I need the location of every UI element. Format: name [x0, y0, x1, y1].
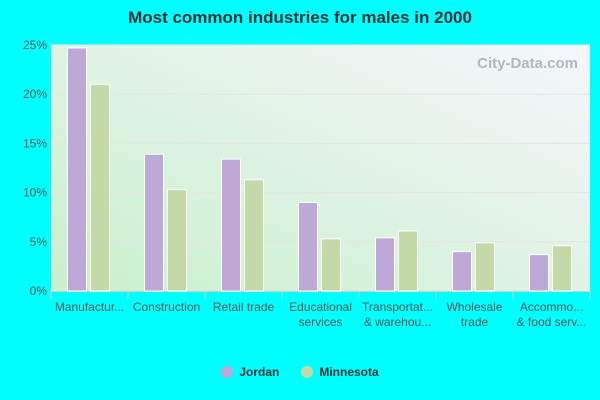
- bar-minnesota: [90, 83, 110, 292]
- legend-item-jordan: Jordan: [221, 365, 279, 379]
- bar-minnesota: [552, 245, 572, 292]
- x-tick-label: trade: [461, 315, 489, 329]
- x-tick-label: Construction: [133, 300, 200, 314]
- y-tick-label: 25%: [23, 38, 47, 52]
- bar-minnesota: [398, 230, 418, 292]
- y-tick-label: 20%: [23, 87, 47, 101]
- bar-minnesota: [167, 189, 187, 292]
- x-tick-label: Wholesale: [446, 300, 502, 314]
- y-tick-label: 10%: [23, 186, 47, 200]
- bar-jordan: [375, 237, 395, 292]
- x-tick-label: & food serv...: [517, 315, 587, 329]
- bar-minnesota: [321, 238, 341, 292]
- bar-jordan: [529, 254, 549, 292]
- legend-item-minnesota: Minnesota: [301, 365, 379, 379]
- x-tick-label: Manufactur...: [55, 300, 124, 314]
- bar-jordan: [67, 47, 87, 292]
- legend-label-minnesota: Minnesota: [319, 365, 379, 379]
- x-tick-label: Transportat...: [362, 300, 433, 314]
- watermark: City-Data.com: [477, 55, 578, 72]
- x-tick-label: Retail trade: [213, 300, 275, 314]
- plot-area: [51, 45, 590, 291]
- y-tick-label: 5%: [30, 235, 48, 249]
- bar-jordan: [452, 251, 472, 292]
- legend-swatch-jordan: [221, 366, 234, 378]
- bar-jordan: [144, 153, 164, 292]
- bar-jordan: [298, 201, 318, 292]
- chart-title: Most common industries for males in 2000: [128, 8, 472, 27]
- x-tick-label: Educational: [289, 300, 352, 314]
- bar-jordan: [221, 158, 241, 292]
- x-tick-label: Accommo...: [520, 300, 583, 314]
- bar-minnesota: [244, 179, 264, 292]
- y-tick-label: 15%: [23, 136, 47, 150]
- x-tick-label: & warehou...: [364, 315, 431, 329]
- legend-label-jordan: Jordan: [239, 365, 280, 379]
- y-tick-label: 0%: [30, 284, 48, 298]
- x-tick-label: services: [298, 315, 342, 329]
- legend-swatch-minnesota: [301, 366, 314, 378]
- legend: Jordan Minnesota: [0, 365, 600, 379]
- bar-minnesota: [475, 242, 495, 292]
